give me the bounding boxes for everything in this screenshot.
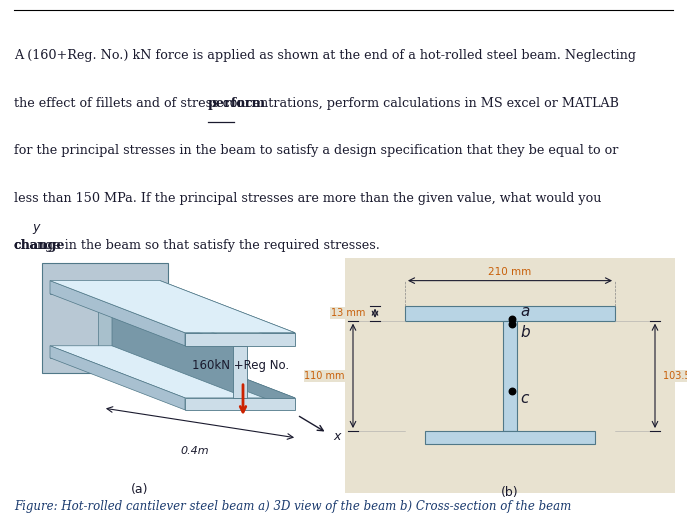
Text: 160kN +Reg No.: 160kN +Reg No. [192, 359, 289, 372]
Bar [405, 306, 615, 321]
Polygon shape [50, 346, 185, 410]
Polygon shape [50, 281, 185, 346]
Text: x: x [333, 431, 340, 444]
Text: change: change [14, 240, 65, 253]
Text: less than 150 MPa. If the principal stresses are more than the given value, what: less than 150 MPa. If the principal stre… [14, 192, 601, 205]
Polygon shape [112, 294, 247, 398]
Text: 103.5 mm: 103.5 mm [663, 371, 687, 381]
Text: y: y [32, 220, 40, 233]
Text: (a): (a) [131, 483, 149, 496]
Text: a: a [520, 304, 530, 319]
Polygon shape [50, 281, 160, 294]
Text: 110 mm: 110 mm [304, 371, 345, 381]
Text: change in the beam so that satisfy the required stresses.: change in the beam so that satisfy the r… [14, 240, 380, 253]
Point [506, 315, 517, 323]
Text: for the principal stresses in the beam to satisfy a design specification that th: for the principal stresses in the beam t… [14, 144, 618, 157]
Text: c: c [520, 392, 528, 407]
Text: 210 mm: 210 mm [488, 267, 532, 277]
Polygon shape [185, 333, 295, 346]
Bar [345, 257, 675, 493]
Text: perform: perform [207, 97, 266, 110]
Text: Figure: Hot-rolled cantilever steel beam a) 3D view of the beam b) Cross-section: Figure: Hot-rolled cantilever steel beam… [14, 500, 571, 513]
Text: b: b [520, 325, 530, 340]
Polygon shape [160, 346, 295, 410]
Polygon shape [50, 281, 295, 333]
Point [506, 387, 517, 395]
Polygon shape [160, 281, 295, 346]
Text: the effect of fillets and of stress concentrations, perform calculations in MS e: the effect of fillets and of stress conc… [14, 97, 618, 110]
Bar [425, 431, 595, 444]
Text: A (160+Reg. No.) kN force is applied as shown at the end of a hot-rolled steel b: A (160+Reg. No.) kN force is applied as … [14, 49, 635, 62]
Text: 0.4m: 0.4m [181, 446, 210, 456]
Polygon shape [50, 346, 295, 398]
Polygon shape [185, 398, 295, 410]
Text: 13 mm: 13 mm [330, 308, 365, 318]
Polygon shape [98, 294, 112, 346]
Polygon shape [233, 346, 247, 398]
Polygon shape [50, 346, 160, 358]
Text: the effect of fillets and of stress concentrations, perform calculations in MS e: the effect of fillets and of stress conc… [14, 97, 686, 110]
Point [506, 319, 517, 328]
Polygon shape [98, 294, 247, 346]
Bar [503, 321, 517, 431]
Polygon shape [42, 263, 168, 373]
Text: (b): (b) [502, 486, 519, 499]
